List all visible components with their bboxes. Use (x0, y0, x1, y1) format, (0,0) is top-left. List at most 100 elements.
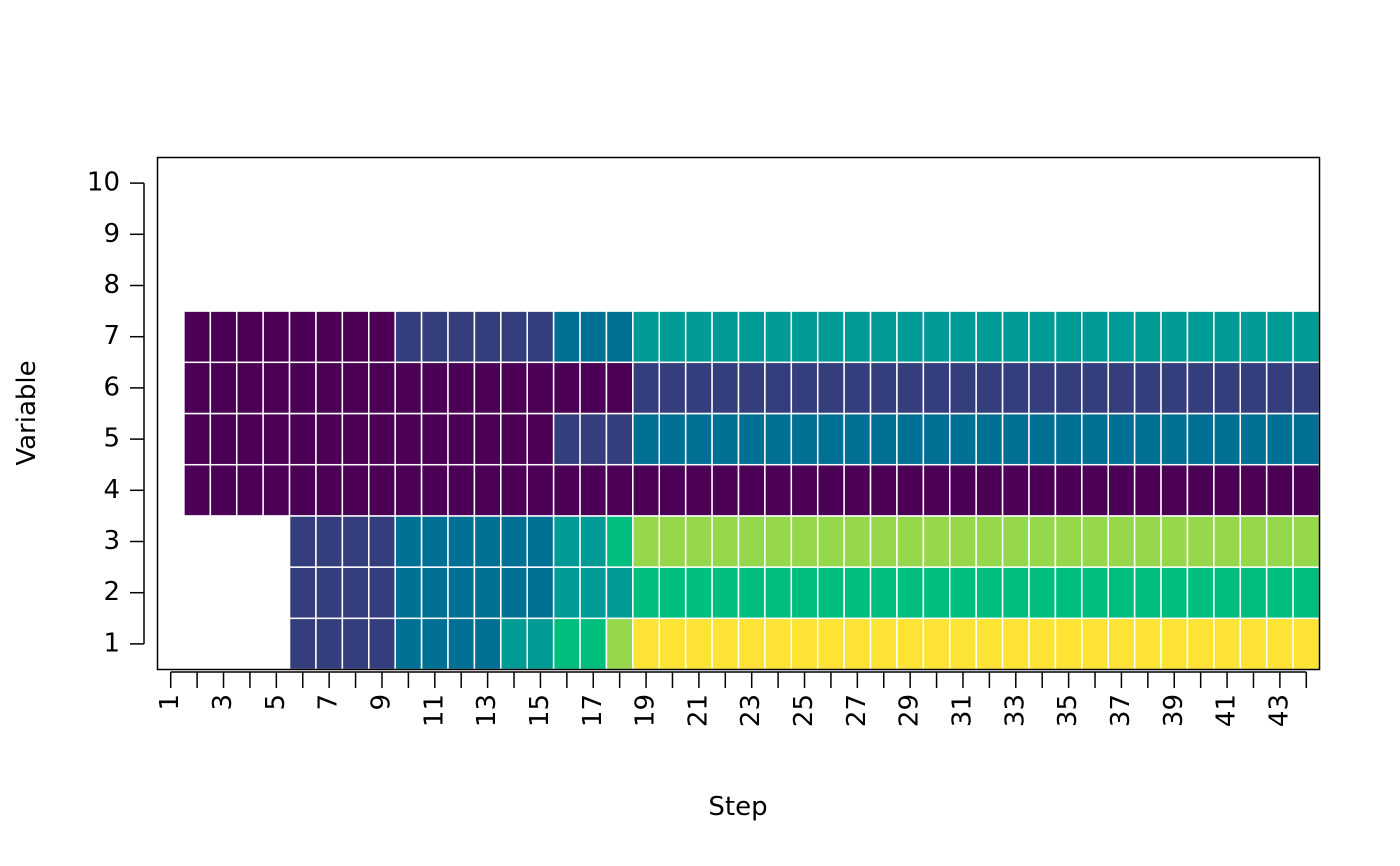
heatmap-cell (896, 361, 925, 415)
heatmap-cell (288, 463, 317, 517)
heatmap-cell (1107, 463, 1136, 517)
heatmap-cell (869, 515, 898, 568)
heatmap-cell (1054, 463, 1083, 517)
heatmap-cell (315, 412, 344, 466)
heatmap-cell (1001, 463, 1030, 517)
x-tick-label: 9 (366, 694, 396, 711)
heatmap-cell (790, 566, 819, 620)
heatmap-cell (658, 515, 687, 568)
heatmap-cell (183, 361, 212, 415)
heatmap-cell (1292, 515, 1321, 568)
heatmap-cell (579, 617, 608, 671)
heatmap-cell (341, 515, 370, 568)
heatmap-cell (684, 310, 713, 364)
heatmap-cell (1081, 515, 1109, 568)
heatmap-cell (1160, 515, 1189, 568)
heatmap-cell (1239, 617, 1268, 671)
heatmap-cell (869, 617, 898, 671)
heatmap-cell (605, 515, 634, 568)
heatmap-cell (869, 566, 898, 620)
heatmap-cell (737, 361, 766, 415)
heatmap-cell (1054, 617, 1083, 671)
heatmap-cell (288, 310, 317, 364)
heatmap-cell (1292, 361, 1321, 415)
y-tick-label: 10 (87, 168, 120, 198)
heatmap-cell (526, 412, 555, 466)
heatmap-cell (1001, 617, 1030, 671)
heatmap-cell (632, 361, 661, 415)
heatmap-cell (368, 310, 396, 364)
heatmap-cell (500, 617, 528, 671)
heatmap-cell (896, 566, 925, 620)
heatmap-cell (816, 515, 845, 568)
heatmap-cell (949, 361, 977, 415)
heatmap-cell (473, 566, 502, 620)
y-tick-label: 4 (103, 475, 120, 505)
heatmap-cell (764, 463, 793, 517)
heatmap-cell (1213, 515, 1242, 568)
heatmap-cell (1265, 310, 1294, 364)
heatmap-cell (1213, 566, 1242, 620)
heatmap-cell (315, 463, 344, 517)
heatmap-cell (579, 463, 608, 517)
heatmap-cell (658, 412, 687, 466)
heatmap-cell (1107, 617, 1136, 671)
heatmap-cell (1160, 361, 1189, 415)
heatmap-cell (1001, 515, 1030, 568)
heatmap-cell (975, 361, 1004, 415)
heatmap-cell (790, 412, 819, 466)
heatmap-cell (922, 463, 951, 517)
heatmap-cell (420, 566, 449, 620)
y-tick-label: 3 (103, 526, 120, 556)
x-tick-label: 19 (631, 694, 661, 727)
plot-frame (156, 156, 1321, 671)
heatmap-cell (209, 310, 238, 364)
heatmap-cell (658, 617, 687, 671)
heatmap-cell (711, 515, 740, 568)
heatmap-cell (816, 361, 845, 415)
heatmap-cell (816, 566, 845, 620)
heatmap-cell (1239, 515, 1268, 568)
heatmap-cell (896, 412, 925, 466)
heatmap-cell (235, 361, 264, 415)
heatmap-cell (1265, 566, 1294, 620)
y-tick-label: 6 (103, 372, 120, 402)
heatmap-cell (949, 617, 977, 671)
heatmap-cell (1054, 412, 1083, 466)
heatmap-cell (368, 566, 396, 620)
heatmap-cell (1107, 310, 1136, 364)
heatmap-cell (1054, 566, 1083, 620)
heatmap-cell (235, 463, 264, 517)
heatmap-cell (790, 617, 819, 671)
heatmap-cell (975, 412, 1004, 466)
heatmap-cell (1081, 361, 1109, 415)
heatmap-cell (552, 566, 581, 620)
heatmap-cell (288, 566, 317, 620)
heatmap-cell (632, 515, 661, 568)
x-tick-label: 1 (155, 694, 185, 711)
heatmap-cell (394, 617, 423, 671)
heatmap-cell (1292, 566, 1321, 620)
heatmap-cell (368, 617, 396, 671)
heatmap-cell (632, 412, 661, 466)
heatmap-cell (262, 361, 291, 415)
heatmap-cell (843, 310, 872, 364)
heatmap-cell (447, 617, 476, 671)
heatmap-cell (235, 412, 264, 466)
heatmap-cell (843, 463, 872, 517)
heatmap-cell (711, 566, 740, 620)
heatmap-cell (922, 566, 951, 620)
heatmap-cell (632, 310, 661, 364)
heatmap-cell (1239, 361, 1268, 415)
x-tick-label: 13 (472, 694, 502, 727)
heatmap-cell (1186, 463, 1215, 517)
heatmap-cell (394, 566, 423, 620)
heatmap-cell (1213, 463, 1242, 517)
heatmap-cell (394, 412, 423, 466)
heatmap-cell (949, 412, 977, 466)
x-tick-label: 39 (1159, 694, 1189, 727)
x-tick-label: 21 (683, 694, 713, 727)
heatmap-cell (1265, 463, 1294, 517)
heatmap-cell (711, 463, 740, 517)
heatmap-cell (1081, 463, 1109, 517)
